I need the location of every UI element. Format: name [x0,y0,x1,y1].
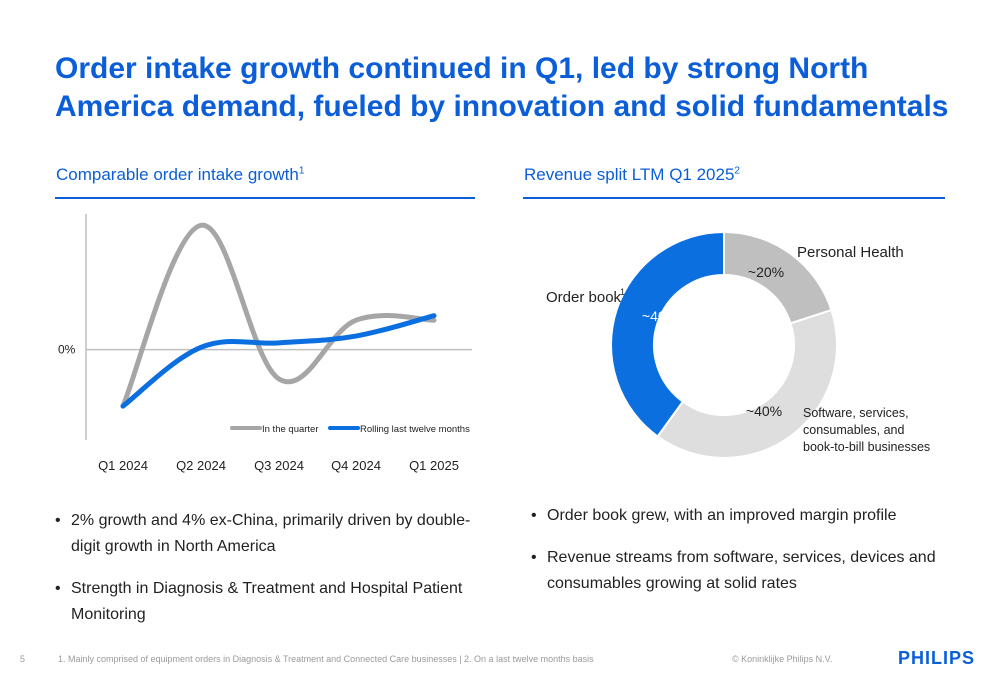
page-number: 5 [20,654,26,664]
series-line-rolling-ltm [120,313,437,409]
data-point [432,314,436,318]
donut-slice [656,308,838,459]
data-point [354,334,358,338]
right-heading-rule [523,197,945,199]
right-bullets: Order book grew, with an improved margin… [531,503,951,613]
copyright: © Koninklijke Philips N.V. [732,654,833,664]
right-bullet-1: Order book grew, with an improved margin… [531,503,951,529]
x-tick-label: Q2 2024 [176,458,226,473]
y-tick-label: 0% [58,343,76,357]
page-title: Order intake growth continued in Q1, led… [55,52,949,123]
left-bullet-2: Strength in Diagnosis & Treatment and Ho… [55,576,485,628]
right-section-heading: Revenue split LTM Q1 20252 [524,165,740,185]
series-line-in-the-quarter [120,222,437,409]
slice-label-software: Software, services, consumables, and book-… [803,406,930,454]
slice-value-label: ~40% [746,403,782,419]
legend-label: In the quarter [262,424,319,435]
x-tick-label: Q3 2024 [254,458,304,473]
slice-label-order-book: Order book [546,289,622,306]
slice-value-label: ~40% [642,308,678,324]
data-point [277,377,281,381]
data-point [199,345,203,349]
left-heading-sup: 1 [298,165,305,177]
x-tick-label: Q1 2025 [409,458,459,473]
left-section-heading: Comparable order intake growth1 [56,165,304,185]
x-tick-label: Q1 2024 [98,458,148,473]
legend-label: Rolling last twelve months [360,424,470,435]
philips-logo: PHILIPS [897,648,975,668]
data-point [121,404,125,408]
data-point [354,318,358,322]
data-point [277,341,281,345]
donut-slice [610,230,725,438]
right-heading-text: Revenue split LTM Q1 2025 [524,165,735,184]
left-bullet-1: 2% growth and 4% ex-China, primarily dri… [55,508,485,560]
left-heading-text: Comparable order intake growth [56,165,299,184]
left-bullets: 2% growth and 4% ex-China, primarily dri… [55,508,485,644]
slice-label-order-book-sup: 1 [620,287,625,297]
right-bullet-2: Revenue streams from software, services,… [531,545,951,597]
data-point [432,318,436,322]
footnote: 1. Mainly comprised of equipment orders … [58,654,594,664]
slice-label-personal-health: Personal Health [797,244,904,261]
right-heading-sup: 2 [734,165,740,177]
left-heading-rule [55,197,475,199]
slice-value-label: ~20% [748,264,784,280]
data-point [199,223,203,227]
x-tick-label: Q4 2024 [331,458,381,473]
